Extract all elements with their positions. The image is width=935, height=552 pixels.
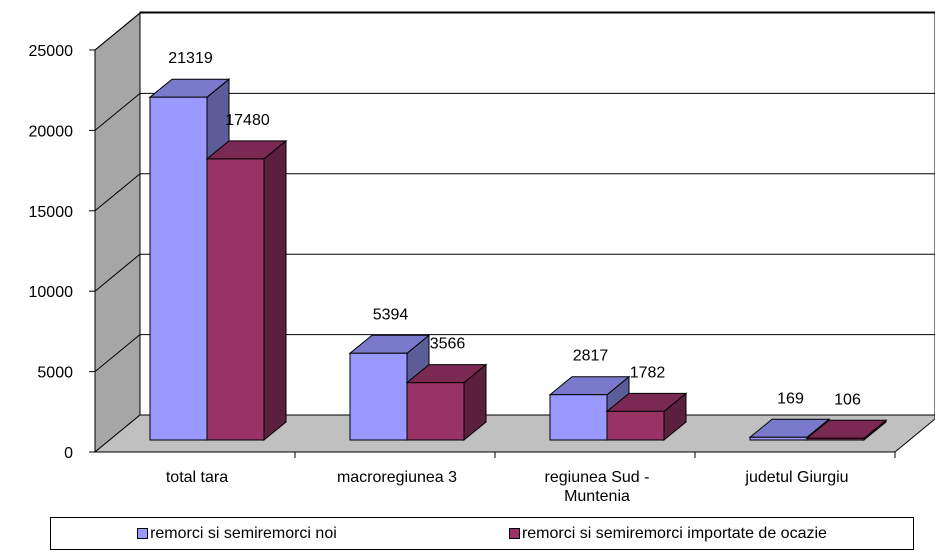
- legend-label: remorci si semiremorci noi: [150, 524, 337, 542]
- y-tick-label: 10000: [29, 284, 74, 301]
- data-label: 169: [777, 390, 804, 407]
- data-label: 21319: [168, 50, 213, 67]
- legend-item: remorci si semiremorci noi: [137, 525, 337, 543]
- y-tick-label: 25000: [29, 43, 74, 60]
- legend: remorci si semiremorci noi remorci si sem…: [50, 517, 914, 550]
- grid-line: [94, 253, 935, 292]
- data-label: 1782: [630, 364, 666, 381]
- bar-front: [806, 437, 865, 441]
- bar-front: [606, 410, 665, 441]
- y-tick-label: 15000: [29, 204, 74, 221]
- bar-front: [749, 436, 808, 441]
- bar-side: [263, 139, 287, 442]
- bar: [205, 139, 288, 442]
- legend-label: remorci si semiremorci importate de ocaz…: [521, 524, 827, 542]
- grid-line: [94, 12, 935, 51]
- grid-line: [94, 173, 935, 212]
- data-label: 2817: [573, 348, 609, 365]
- data-label: 5394: [373, 306, 409, 323]
- bar-front: [149, 96, 208, 441]
- bar-front: [549, 394, 608, 441]
- x-tick-label: macroregiunea 3: [336, 469, 458, 486]
- side-wall: [94, 11, 141, 454]
- bar: [805, 419, 888, 442]
- legend-swatch: [508, 528, 520, 539]
- bar-front: [349, 352, 408, 441]
- data-label: 3566: [430, 336, 466, 353]
- bar-front: [206, 158, 265, 441]
- x-tick-label: total tara: [165, 469, 229, 486]
- x-tick-label: judetul Giurgiu: [745, 469, 849, 486]
- legend-swatch: [137, 528, 149, 539]
- bar: [548, 375, 631, 442]
- x-tick-label: regiunea Sud - Muntenia: [544, 469, 650, 505]
- bar: [405, 363, 488, 442]
- legend-item: remorci si semiremorci importate de ocaz…: [508, 524, 827, 543]
- bar: [605, 392, 688, 442]
- grid-line: [94, 334, 935, 372]
- bar-front: [406, 382, 465, 441]
- y-tick-label: 20000: [29, 123, 74, 140]
- y-tick-label: 5000: [37, 365, 73, 382]
- data-label: 106: [834, 391, 861, 408]
- y-tick-label: 0: [64, 445, 73, 462]
- data-label: 17480: [225, 112, 270, 129]
- grid-line: [94, 92, 935, 131]
